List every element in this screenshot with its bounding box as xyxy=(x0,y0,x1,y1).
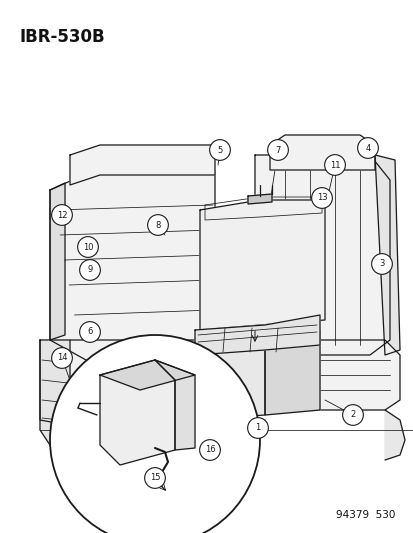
Text: 16: 16 xyxy=(204,446,215,455)
Text: 1: 1 xyxy=(255,424,260,432)
Circle shape xyxy=(52,205,72,225)
Polygon shape xyxy=(100,360,195,390)
Text: 4: 4 xyxy=(365,143,370,152)
Text: 14: 14 xyxy=(57,353,67,362)
Circle shape xyxy=(371,254,392,274)
Circle shape xyxy=(324,155,344,175)
Circle shape xyxy=(357,138,377,158)
Polygon shape xyxy=(70,145,214,185)
Text: 8: 8 xyxy=(155,221,160,230)
Text: 9: 9 xyxy=(87,265,93,274)
Polygon shape xyxy=(195,315,319,355)
Polygon shape xyxy=(269,135,374,170)
Text: 6: 6 xyxy=(87,327,93,336)
Text: 2: 2 xyxy=(349,410,355,419)
Polygon shape xyxy=(247,194,271,204)
Text: 10: 10 xyxy=(83,243,93,252)
Text: 12: 12 xyxy=(57,211,67,220)
Circle shape xyxy=(267,140,287,160)
Text: 11: 11 xyxy=(329,160,339,169)
Polygon shape xyxy=(254,155,389,355)
Circle shape xyxy=(79,321,100,342)
Polygon shape xyxy=(384,410,404,460)
Circle shape xyxy=(50,335,259,533)
Circle shape xyxy=(342,405,363,425)
Circle shape xyxy=(209,140,230,160)
Polygon shape xyxy=(264,330,319,415)
Text: 7: 7 xyxy=(275,146,280,155)
Polygon shape xyxy=(230,340,399,410)
Polygon shape xyxy=(40,340,70,455)
Circle shape xyxy=(144,467,165,488)
Text: 13: 13 xyxy=(316,193,327,203)
Text: 3: 3 xyxy=(378,260,384,269)
Circle shape xyxy=(247,418,268,438)
Text: IBR-530B: IBR-530B xyxy=(20,28,105,46)
Circle shape xyxy=(52,348,72,368)
Polygon shape xyxy=(195,340,264,420)
Polygon shape xyxy=(199,200,324,330)
Polygon shape xyxy=(154,360,195,450)
Polygon shape xyxy=(40,340,214,430)
Polygon shape xyxy=(374,155,399,355)
Circle shape xyxy=(199,440,220,461)
Circle shape xyxy=(78,237,98,257)
Circle shape xyxy=(79,260,100,280)
Circle shape xyxy=(147,473,158,483)
Circle shape xyxy=(147,215,168,236)
Polygon shape xyxy=(50,170,214,365)
Polygon shape xyxy=(100,360,175,465)
Text: 15: 15 xyxy=(150,473,160,482)
Text: 5: 5 xyxy=(217,146,222,155)
Circle shape xyxy=(311,188,332,208)
Polygon shape xyxy=(50,183,65,340)
Text: 94379  530: 94379 530 xyxy=(335,510,394,520)
